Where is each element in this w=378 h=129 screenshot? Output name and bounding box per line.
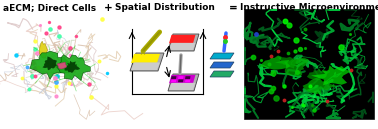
Polygon shape	[30, 51, 71, 79]
Polygon shape	[307, 69, 328, 80]
Polygon shape	[171, 76, 177, 79]
Polygon shape	[39, 41, 48, 58]
Polygon shape	[185, 79, 191, 82]
Polygon shape	[130, 53, 164, 71]
Polygon shape	[169, 35, 195, 43]
Text: Spatial Distribution: Spatial Distribution	[115, 3, 215, 12]
Text: =: =	[229, 3, 237, 13]
Polygon shape	[168, 34, 199, 51]
Polygon shape	[64, 61, 80, 73]
Polygon shape	[168, 74, 199, 91]
Polygon shape	[185, 76, 191, 79]
Polygon shape	[169, 83, 195, 90]
Polygon shape	[171, 79, 177, 82]
Polygon shape	[210, 62, 234, 68]
Polygon shape	[259, 55, 290, 70]
Bar	[244, 9, 374, 119]
Text: Instructive Microenvironments: Instructive Microenvironments	[240, 3, 378, 12]
Polygon shape	[42, 57, 57, 70]
Polygon shape	[178, 79, 183, 82]
Polygon shape	[275, 57, 299, 69]
Polygon shape	[303, 78, 337, 94]
Polygon shape	[131, 62, 160, 70]
Polygon shape	[311, 65, 351, 85]
Polygon shape	[178, 76, 183, 79]
Polygon shape	[169, 43, 195, 50]
Polygon shape	[210, 71, 234, 77]
Text: +: +	[104, 3, 112, 13]
Polygon shape	[131, 54, 160, 63]
Polygon shape	[57, 62, 67, 69]
Polygon shape	[284, 58, 309, 77]
Polygon shape	[210, 53, 234, 59]
Polygon shape	[57, 55, 90, 80]
Text: aECM; Direct Cells: aECM; Direct Cells	[3, 3, 96, 12]
Polygon shape	[169, 75, 195, 83]
